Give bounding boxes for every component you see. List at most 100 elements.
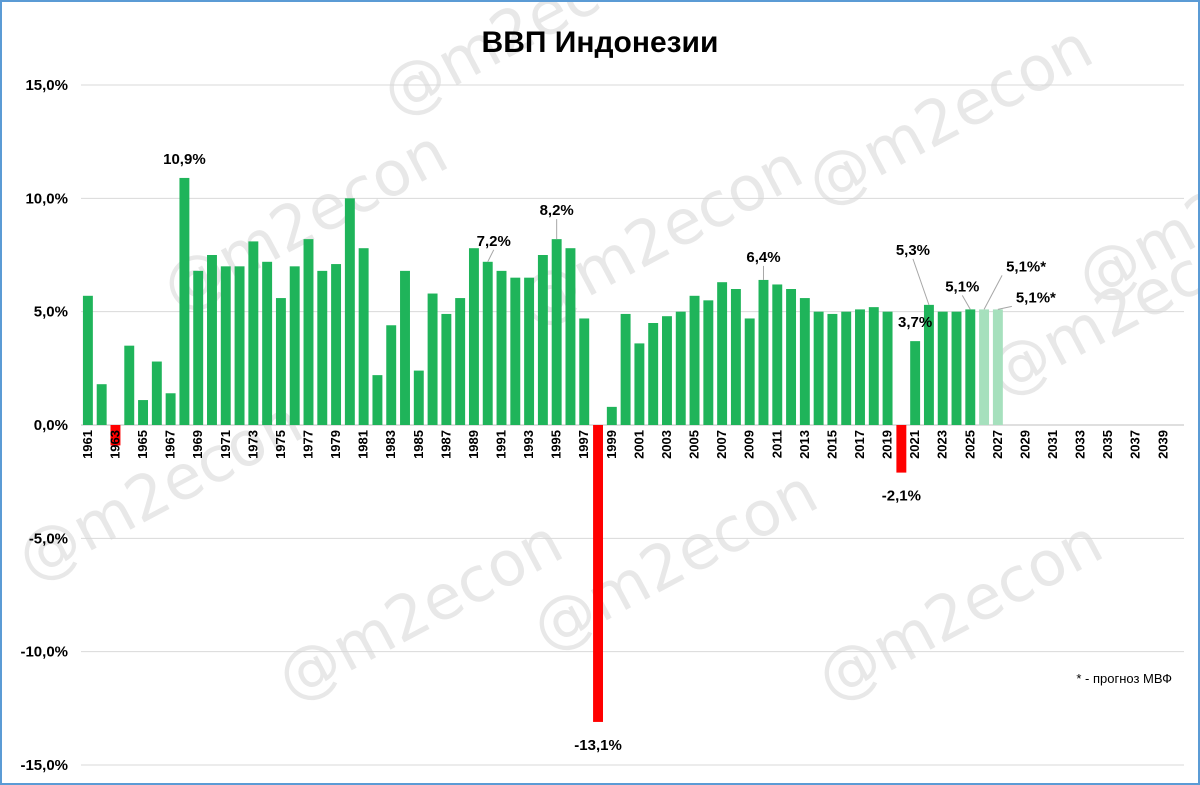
x-tick-label: 2001 xyxy=(631,430,646,459)
bar-1972 xyxy=(234,266,245,425)
bar-2027 xyxy=(992,309,1003,425)
bar-1967 xyxy=(165,393,176,425)
x-tick-label: 1995 xyxy=(549,430,564,459)
bar-2010 xyxy=(758,279,769,425)
leader-line xyxy=(487,249,495,263)
x-tick-label: 2033 xyxy=(1073,430,1088,459)
bar-2020 xyxy=(896,425,907,473)
data-label-1998: -13,1% xyxy=(574,737,622,754)
bar-1971 xyxy=(220,266,231,425)
x-tick-label: 1999 xyxy=(604,430,619,459)
x-tick-label: 2027 xyxy=(990,430,1005,459)
bar-1986 xyxy=(427,293,438,425)
watermark-text: @m2econ xyxy=(795,10,1104,221)
x-tick-label: 2011 xyxy=(769,430,784,458)
x-tick-label: 2015 xyxy=(824,430,839,459)
bar-1966 xyxy=(151,361,162,425)
x-tick-label: 1997 xyxy=(576,430,591,459)
bar-2021 xyxy=(910,341,921,425)
bar-1974 xyxy=(262,261,273,425)
x-tick-label: 2013 xyxy=(797,430,812,459)
leader-line xyxy=(912,258,930,306)
bar-2013 xyxy=(799,298,810,425)
bar-2014 xyxy=(813,311,824,425)
x-tick-label: 2023 xyxy=(935,430,950,459)
bar-1964 xyxy=(124,345,135,425)
y-tick-label: 0,0% xyxy=(34,417,68,434)
x-tick-label: 1985 xyxy=(411,430,426,459)
bar-1980 xyxy=(344,198,355,425)
bar-1973 xyxy=(248,241,259,425)
bar-1977 xyxy=(303,239,314,425)
data-label-1990: 7,2% xyxy=(477,233,511,250)
x-tick-label: 1993 xyxy=(521,430,536,459)
bar-1965 xyxy=(138,400,149,425)
bar-1991 xyxy=(496,270,507,425)
data-label-2022: 5,3% xyxy=(896,242,930,259)
bar-1981 xyxy=(358,248,369,425)
bar-2022 xyxy=(923,304,934,425)
bar-1983 xyxy=(386,325,397,425)
data-label-1995: 8,2% xyxy=(540,202,574,219)
x-tick-label: 2003 xyxy=(659,430,674,459)
y-tick-label: -5,0% xyxy=(29,530,68,547)
bar-2015 xyxy=(827,313,838,425)
bar-1997 xyxy=(579,318,590,425)
x-tick-label: 1975 xyxy=(273,430,288,459)
x-tick-label: 1991 xyxy=(494,430,509,459)
bar-2008 xyxy=(730,289,741,425)
data-label-2020: -2,1% xyxy=(882,488,921,505)
bar-2002 xyxy=(648,323,659,425)
x-tick-label: 2039 xyxy=(1155,430,1170,459)
bar-2023 xyxy=(937,311,948,425)
bar-2007 xyxy=(717,282,728,425)
bar-1975 xyxy=(275,298,286,425)
bar-1992 xyxy=(510,277,521,425)
x-tick-label: 1973 xyxy=(245,430,260,459)
data-label-1968: 10,9% xyxy=(163,151,206,168)
data-label-2025: 5,1% xyxy=(945,278,979,295)
bar-1989 xyxy=(468,248,479,425)
watermark-text: @m2econ xyxy=(370,2,679,130)
forecast-footnote: * - прогноз МВФ xyxy=(1076,671,1172,686)
bar-2000 xyxy=(620,313,631,425)
data-label-2026: 5,1%* xyxy=(1006,258,1046,275)
x-axis-ticks: 1961 1963 1965 1967 1969 1971 1973 1975 1977 1979… xyxy=(80,430,1170,459)
bar-1962 xyxy=(96,384,107,425)
bar-2006 xyxy=(703,300,714,425)
bar-2003 xyxy=(662,316,672,425)
x-tick-label: 1989 xyxy=(466,430,481,459)
data-labels: 10,9% 7,2% 8,2% -13,1% 6,4% -2,1% 3,7% 5,3% 5,1%… xyxy=(163,151,1056,754)
leader-line xyxy=(997,305,1012,310)
y-tick-label: 10,0% xyxy=(25,190,68,207)
bar-2009 xyxy=(744,318,755,425)
x-tick-label: 2035 xyxy=(1100,430,1115,459)
x-tick-label: 1961 xyxy=(80,430,95,459)
bar-2025 xyxy=(965,309,976,425)
x-tick-label: 2007 xyxy=(714,430,729,459)
bars-layer xyxy=(82,177,1003,722)
bar-2004 xyxy=(675,311,686,425)
watermark-text: @m2econ xyxy=(805,505,1114,716)
bar-1985 xyxy=(413,370,424,425)
bar-1970 xyxy=(207,255,217,425)
gridlines xyxy=(81,84,1184,766)
data-label-2021: 3,7% xyxy=(898,314,932,331)
bar-1987 xyxy=(441,313,452,425)
bar-1978 xyxy=(317,270,328,425)
bar-2012 xyxy=(786,289,797,425)
bar-1969 xyxy=(193,270,204,425)
bar-1994 xyxy=(537,255,548,425)
x-tick-label: 2031 xyxy=(1045,430,1060,459)
bar-1996 xyxy=(565,248,576,425)
x-tick-label: 1979 xyxy=(328,430,343,459)
y-axis-ticks: 15,0% 10,0% 5,0% 0,0% -5,0% -10,0% -15,0% xyxy=(20,77,68,774)
y-tick-label: -10,0% xyxy=(20,644,68,661)
leader-line xyxy=(961,295,971,310)
x-tick-label: 2017 xyxy=(852,430,867,459)
x-tick-label: 2029 xyxy=(1017,430,1032,459)
bar-1961 xyxy=(82,295,93,425)
bar-1984 xyxy=(400,270,410,425)
